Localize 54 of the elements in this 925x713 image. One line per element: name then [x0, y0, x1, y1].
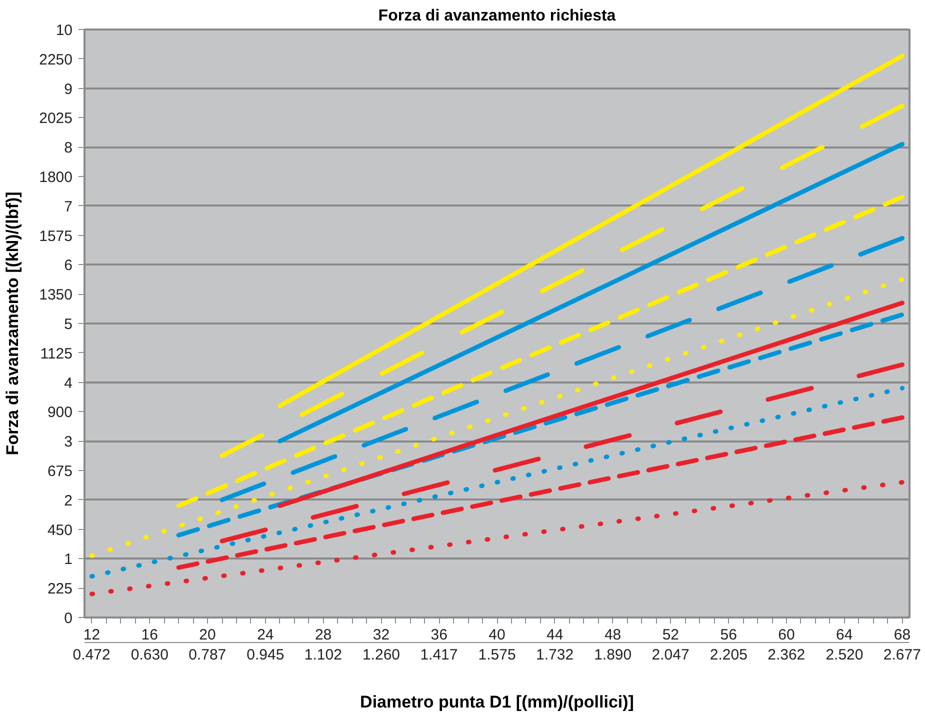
y-tick-label: 10	[56, 22, 73, 39]
x-tick-label: 56	[720, 626, 737, 644]
y2-tick-label: 2250	[39, 51, 73, 68]
x-tick-label: 40	[488, 626, 506, 644]
x2-tick-label: 2.677	[883, 646, 921, 664]
x-tick-label: 64	[836, 626, 853, 644]
x-tick-label: 24	[257, 626, 274, 644]
y2-tick-label: 450	[47, 522, 73, 539]
x2-tick-label: 2.362	[768, 646, 806, 664]
x-axis-title: Diametro punta D1 [(mm)/(pollici)]	[360, 692, 634, 712]
y2-axis-title: Forza di avanzamento [(kN)/(lbf)]	[3, 192, 22, 456]
x2-tick-label: 0.472	[72, 646, 110, 664]
x-tick-label: 12	[83, 626, 100, 644]
x-tick-label: 48	[604, 626, 622, 644]
y2-tick-label: 1125	[40, 345, 73, 362]
y-tick-label: 2	[64, 492, 72, 510]
y-tick-label: 3	[64, 434, 72, 451]
y-tick-label: 4	[64, 374, 72, 392]
y-tick-label: 6	[64, 257, 72, 274]
x-tick-label: 36	[430, 626, 448, 644]
chart-title: Forza di avanzamento richiesta	[378, 8, 616, 24]
x-tick-label: 44	[546, 626, 564, 644]
x2-tick-label: 1.732	[536, 646, 574, 664]
y2-tick-label: 900	[47, 404, 73, 422]
x2-tick-label: 1.575	[478, 646, 516, 664]
y2-tick-label: 675	[47, 463, 73, 480]
x2-tick-label: 2.520	[826, 646, 864, 664]
x-tick-label: 68	[894, 626, 911, 644]
y2-tick-label: 1350	[39, 286, 73, 304]
y2-tick-label: 225	[47, 580, 73, 598]
y-tick-label: 1	[64, 551, 72, 568]
y2-tick-label: 2025	[39, 110, 73, 128]
x2-tick-label: 1.890	[594, 646, 632, 664]
x2-tick-label: 1.102	[304, 646, 342, 664]
x-tick-label: 16	[141, 626, 158, 644]
x-tick-label: 60	[778, 626, 795, 644]
x2-tick-label: 2.205	[710, 646, 748, 664]
x-tick-label: 32	[372, 626, 390, 644]
y-tick-label: 8	[64, 140, 72, 157]
y2-tick-label: 1575	[39, 228, 73, 245]
y-tick-label: 0	[64, 610, 72, 627]
y-tick-label: 7	[64, 198, 72, 216]
x-tick-label: 20	[199, 626, 216, 644]
x2-tick-label: 0.787	[188, 646, 226, 664]
y-tick-label: 9	[64, 80, 72, 98]
x2-tick-label: 1.417	[420, 646, 458, 664]
y-tick-label: 5	[64, 316, 72, 333]
y2-tick-label: 1800	[39, 169, 73, 186]
x2-tick-label: 0.630	[130, 646, 168, 664]
x2-tick-label: 2.047	[652, 646, 690, 664]
x-tick-label: 28	[314, 626, 332, 644]
x-tick-label: 52	[662, 626, 680, 644]
x2-tick-label: 1.260	[362, 646, 400, 664]
x2-tick-label: 0.945	[246, 646, 284, 664]
